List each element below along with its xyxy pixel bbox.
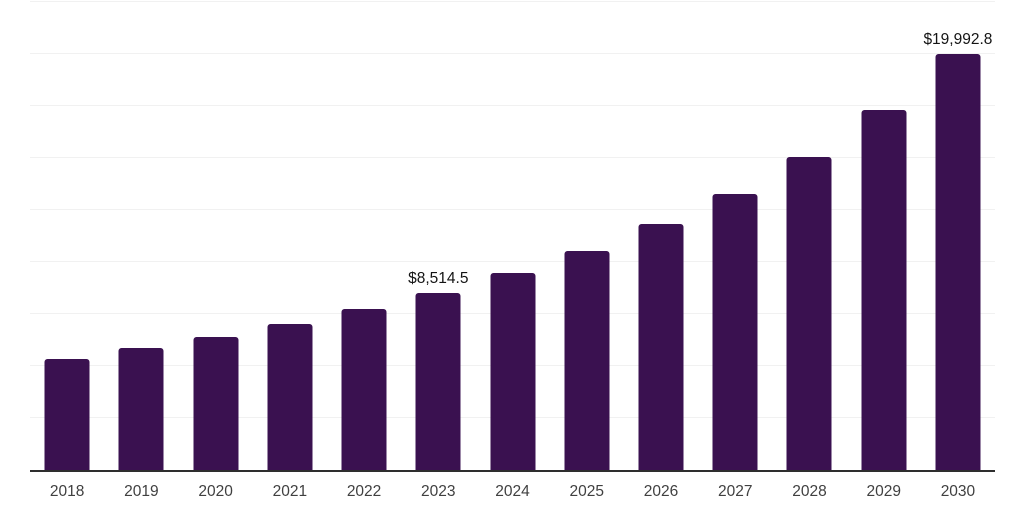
x-tick-label-2021: 2021 — [272, 483, 308, 500]
x-tick-label-2022: 2022 — [346, 483, 382, 500]
x-tick-label-2019: 2019 — [124, 483, 159, 500]
bar-band-2019 — [104, 2, 178, 470]
gridline — [30, 261, 995, 262]
bar-band-2024 — [475, 2, 549, 470]
gridline — [30, 105, 995, 106]
bar-2022[interactable] — [341, 309, 387, 470]
bar-value-label-2023: $8,514.5 — [408, 269, 469, 287]
x-tick-label-2018: 2018 — [49, 483, 85, 500]
plot-area: $8,514.5 $19,992.8 — [30, 1, 995, 472]
bar-2028[interactable] — [786, 156, 832, 470]
bar-band-2022 — [327, 2, 401, 470]
bar-band-2023: $8,514.5 — [401, 2, 475, 470]
bar-band-2018 — [30, 2, 104, 470]
bar-2027[interactable] — [712, 193, 758, 470]
bars-container: $8,514.5 $19,992.8 — [30, 2, 995, 470]
bar-value-label-2030: $19,992.8 — [923, 31, 993, 49]
x-tick-label-2027: 2027 — [717, 483, 753, 500]
bar-2018[interactable] — [44, 359, 90, 470]
x-tick-label-2024: 2024 — [495, 483, 530, 500]
bar-band-2027 — [698, 2, 772, 470]
bar-2021[interactable] — [267, 323, 313, 470]
bar-band-2028 — [772, 2, 846, 470]
bar-band-2026 — [624, 2, 698, 470]
gridline — [30, 53, 995, 54]
bar-2023[interactable] — [415, 292, 461, 470]
gridline — [30, 1, 995, 2]
bar-band-2021 — [253, 2, 327, 470]
bar-band-2030: $19,992.8 — [921, 2, 995, 470]
bar-2019[interactable] — [118, 348, 164, 470]
x-tick-label-2025: 2025 — [569, 483, 604, 500]
bar-2024[interactable] — [490, 273, 536, 470]
x-tick-label-2028: 2028 — [792, 483, 827, 500]
x-tick-label-2030: 2030 — [940, 483, 976, 500]
bar-band-2020 — [178, 2, 252, 470]
bar-2029[interactable] — [861, 110, 907, 470]
x-axis-line — [30, 470, 995, 472]
x-tick-label-2029: 2029 — [866, 483, 901, 500]
bar-2025[interactable] — [564, 250, 610, 470]
x-tick-label-2026: 2026 — [643, 483, 679, 500]
gridline — [30, 209, 995, 210]
x-tick-label-2023: 2023 — [421, 483, 456, 500]
bar-2030[interactable] — [935, 54, 981, 470]
x-tick-label-2020: 2020 — [198, 483, 233, 500]
bar-2026[interactable] — [638, 224, 684, 470]
x-axis-labels: 2018 2019 2020 2021 2022 2023 2024 2025 2026 2027… — [30, 483, 995, 500]
bar-band-2029 — [847, 2, 921, 470]
bar-2020[interactable] — [193, 336, 239, 470]
bar-band-2025 — [550, 2, 624, 470]
gridline — [30, 157, 995, 158]
